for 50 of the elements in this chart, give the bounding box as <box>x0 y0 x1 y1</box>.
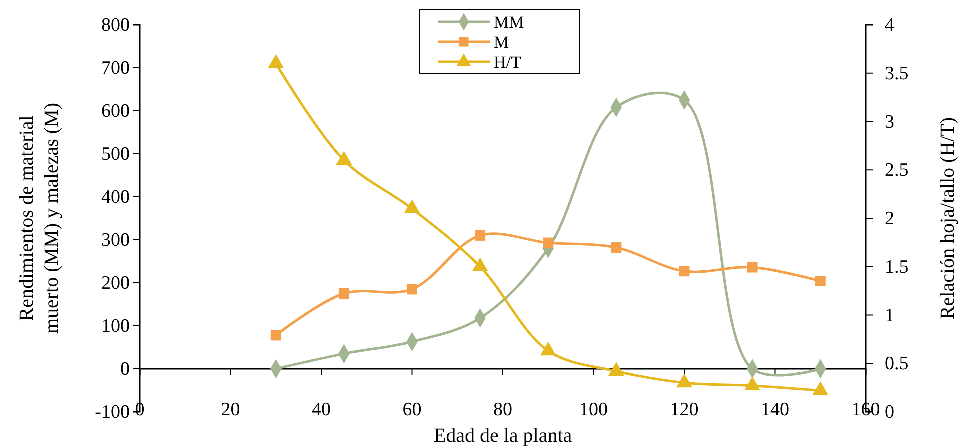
y2-tick-label: 3 <box>885 112 894 133</box>
point <box>676 374 692 388</box>
point <box>815 276 826 287</box>
point <box>336 151 352 166</box>
legend-label: MM <box>494 13 524 32</box>
legend-label: H/T <box>494 53 522 72</box>
y-tick-label: 700 <box>102 58 130 80</box>
point <box>540 342 556 356</box>
y-tick-label: 300 <box>102 230 130 252</box>
y-tick-label: 400 <box>102 187 130 208</box>
y-tick-label: 100 <box>102 316 130 338</box>
x-tick-label: 140 <box>761 399 790 420</box>
point <box>611 242 622 253</box>
point <box>812 382 829 396</box>
y2-tick-label: 3.5 <box>885 63 909 84</box>
y2-tick-label: 1.5 <box>885 256 909 278</box>
x-tick-label: 160 <box>852 399 880 420</box>
point <box>407 284 418 295</box>
y2-tick-label: 0.5 <box>885 354 909 375</box>
x-tick-label: 60 <box>402 399 422 420</box>
y-tick-label: -100 <box>95 402 130 424</box>
y2-tick-label: 1 <box>885 305 894 326</box>
y-tick-label: 500 <box>102 144 130 166</box>
point <box>472 258 488 272</box>
x-tick-label: 40 <box>312 399 331 420</box>
point <box>270 330 282 341</box>
point <box>543 238 554 248</box>
x-tick-label: 120 <box>670 399 699 420</box>
x-axis-title: Edad de la planta <box>434 425 572 446</box>
point <box>268 54 284 68</box>
y-axis-title: Rendimientos de material muerto (MM) y malezas (M) <box>16 102 63 334</box>
legend-label: M <box>494 33 510 52</box>
y2-tick-label: 2.5 <box>885 160 909 182</box>
point <box>747 262 758 273</box>
y-tick-label: 800 <box>102 15 130 36</box>
point <box>404 200 420 214</box>
y-tick-label: 600 <box>102 101 130 122</box>
point <box>475 230 486 241</box>
x-tick-label: 100 <box>580 399 608 420</box>
y2-tick-label: 4 <box>885 15 895 36</box>
y-tick-label: 200 <box>102 273 130 294</box>
point <box>679 266 690 277</box>
y2-tick-label: 2 <box>885 208 894 230</box>
x-tick-label: 20 <box>221 399 240 420</box>
point <box>608 362 624 376</box>
point <box>338 288 350 299</box>
y2-axis-title: Relación hoja/tallo (H/T) <box>937 117 959 320</box>
y-tick-label: 0 <box>120 359 130 380</box>
point <box>744 376 761 390</box>
x-tick-label: 80 <box>494 399 512 420</box>
